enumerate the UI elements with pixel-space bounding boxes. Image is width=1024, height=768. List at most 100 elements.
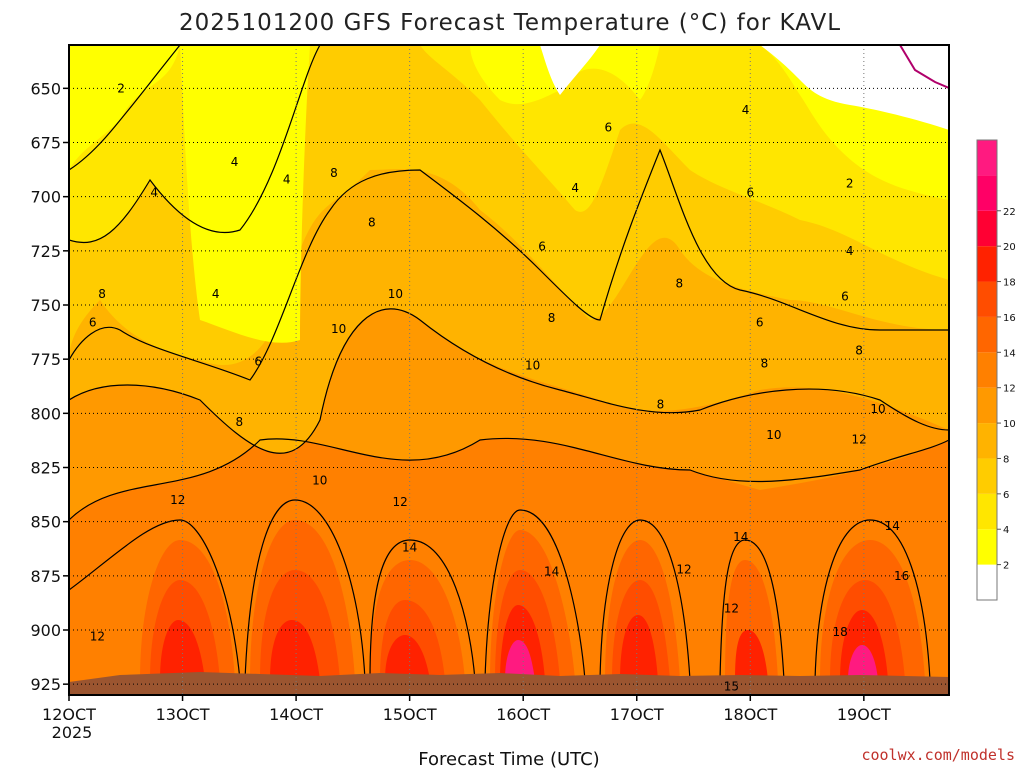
- colorbar-frame: [976, 139, 998, 601]
- contour-22: [840, 45, 949, 89]
- x-axis: 12OCT 13OCT 14OCT 15OCT 16OCT 17OCT 18OCT 19OCT: [42, 695, 891, 724]
- contour-label: 12: [724, 601, 739, 615]
- contour-label: 6: [538, 240, 546, 254]
- contour-label: 10: [388, 287, 403, 301]
- contour-label: 16: [894, 569, 909, 583]
- y-tick-label: 725: [30, 242, 61, 261]
- y-tick-label: 650: [30, 79, 61, 98]
- colorbar-label: 8: [1003, 454, 1009, 465]
- contour-label: 10: [312, 474, 327, 488]
- contour-label: 10: [525, 359, 540, 373]
- warm-pulse-6: [725, 560, 778, 680]
- y-tick-label: 825: [30, 459, 61, 478]
- contour-label: 6: [756, 315, 764, 329]
- x-tick-label: 17OCT: [610, 705, 664, 724]
- contour-label: 12: [851, 432, 866, 446]
- contour-label: 4: [150, 185, 158, 199]
- colorbar-label: 16: [1003, 313, 1016, 324]
- contour-label: 12: [170, 493, 185, 507]
- y-tick-label: 875: [30, 567, 61, 586]
- contour-label: 8: [98, 287, 106, 301]
- contour-label: 4: [283, 172, 291, 186]
- x-tick-label: 13OCT: [156, 705, 210, 724]
- warm-pulse-5: [605, 540, 680, 680]
- credit-text: coolwx.com/models: [861, 746, 1015, 764]
- contour-label: 4: [571, 181, 579, 195]
- warm-pulse-2: [250, 520, 355, 680]
- contour-label: 10: [870, 402, 885, 416]
- contour-label: 10: [766, 428, 781, 442]
- contour-label: 14: [885, 519, 900, 533]
- contour-label: 8: [548, 311, 556, 325]
- colorbar-swatch: [977, 175, 997, 211]
- y-tick-label: 675: [30, 134, 61, 153]
- colorbar-swatch: [977, 387, 997, 424]
- contour-label: 12: [676, 562, 691, 576]
- contour-label: 4: [212, 287, 220, 301]
- contour-label: 14: [733, 530, 748, 544]
- colorbar-label: 14: [1003, 348, 1016, 359]
- contour-label: 8: [761, 357, 769, 371]
- colorbar-swatch: [977, 564, 997, 600]
- layer-0-mid: [540, 45, 600, 95]
- x-tick-label: 18OCT: [723, 705, 777, 724]
- contour-label: 8: [368, 216, 376, 230]
- y-tick-label: 800: [30, 404, 61, 423]
- contour-label: 8: [236, 415, 244, 429]
- contour-label: 2: [846, 177, 854, 191]
- colorbar-swatch: [977, 529, 997, 565]
- colorbar-label: 4: [1003, 525, 1009, 536]
- y-tick-label: 850: [30, 513, 61, 532]
- layer-2-mid: [180, 45, 310, 343]
- contour-label: 6: [746, 185, 754, 199]
- colorbar-swatch: [977, 281, 997, 317]
- x-year-label: 2025: [52, 723, 93, 742]
- y-tick-label: 775: [30, 350, 61, 369]
- colorbar-label: 18: [1003, 278, 1016, 289]
- colorbar-swatch: [977, 246, 997, 282]
- x-tick-label: 19OCT: [837, 705, 891, 724]
- warm-pulse-4: [490, 530, 575, 680]
- contour-label: 6: [89, 315, 97, 329]
- colorbar-label: 2: [1003, 561, 1009, 572]
- chart-title: 2025101200 GFS Forecast Temperature (°C)…: [179, 10, 841, 36]
- contour-label: 8: [855, 344, 863, 358]
- colorbar-label: 6: [1003, 490, 1009, 501]
- terrain: [69, 672, 949, 695]
- contour-lines: [69, 45, 949, 681]
- contour-label: 12: [90, 630, 105, 644]
- contour-label: 6: [605, 120, 613, 134]
- contour-label: 6: [254, 354, 262, 368]
- y-tick-label: 925: [30, 675, 61, 694]
- warm-pulse-3: [370, 560, 465, 680]
- contour-label: 4: [742, 103, 750, 117]
- contour-label: 8: [657, 398, 665, 412]
- colorbar-swatch: [977, 352, 997, 388]
- y-tick-label: 750: [30, 296, 61, 315]
- y-tick-label: 900: [30, 621, 61, 640]
- contour-label: 2: [117, 81, 125, 95]
- colorbar-swatch: [977, 140, 997, 176]
- colorbar-swatch: [977, 316, 997, 353]
- colorbar-label: 22: [1003, 207, 1016, 218]
- x-tick-label: 16OCT: [496, 705, 550, 724]
- colorbar-swatch: [977, 210, 997, 247]
- x-tick-label: 14OCT: [269, 705, 323, 724]
- contour-label: 12: [393, 495, 408, 509]
- colorbar-swatch: [977, 493, 997, 530]
- temperature-field: [69, 45, 949, 695]
- grid: [68, 45, 949, 695]
- contour-label: 14: [402, 541, 417, 555]
- x-axis-label: Forecast Time (UTC): [418, 749, 599, 768]
- contour-label: 6: [841, 289, 849, 303]
- contour-label: 8: [676, 276, 684, 290]
- colorbar-swatch: [977, 423, 997, 459]
- colorbar-label: 10: [1003, 419, 1016, 430]
- contour-label: 18: [833, 625, 848, 639]
- contour-label: 14: [544, 565, 559, 579]
- colorbar-label: 20: [1003, 242, 1016, 253]
- colorbar-swatch: [977, 458, 997, 494]
- contour-label: 4: [846, 244, 854, 258]
